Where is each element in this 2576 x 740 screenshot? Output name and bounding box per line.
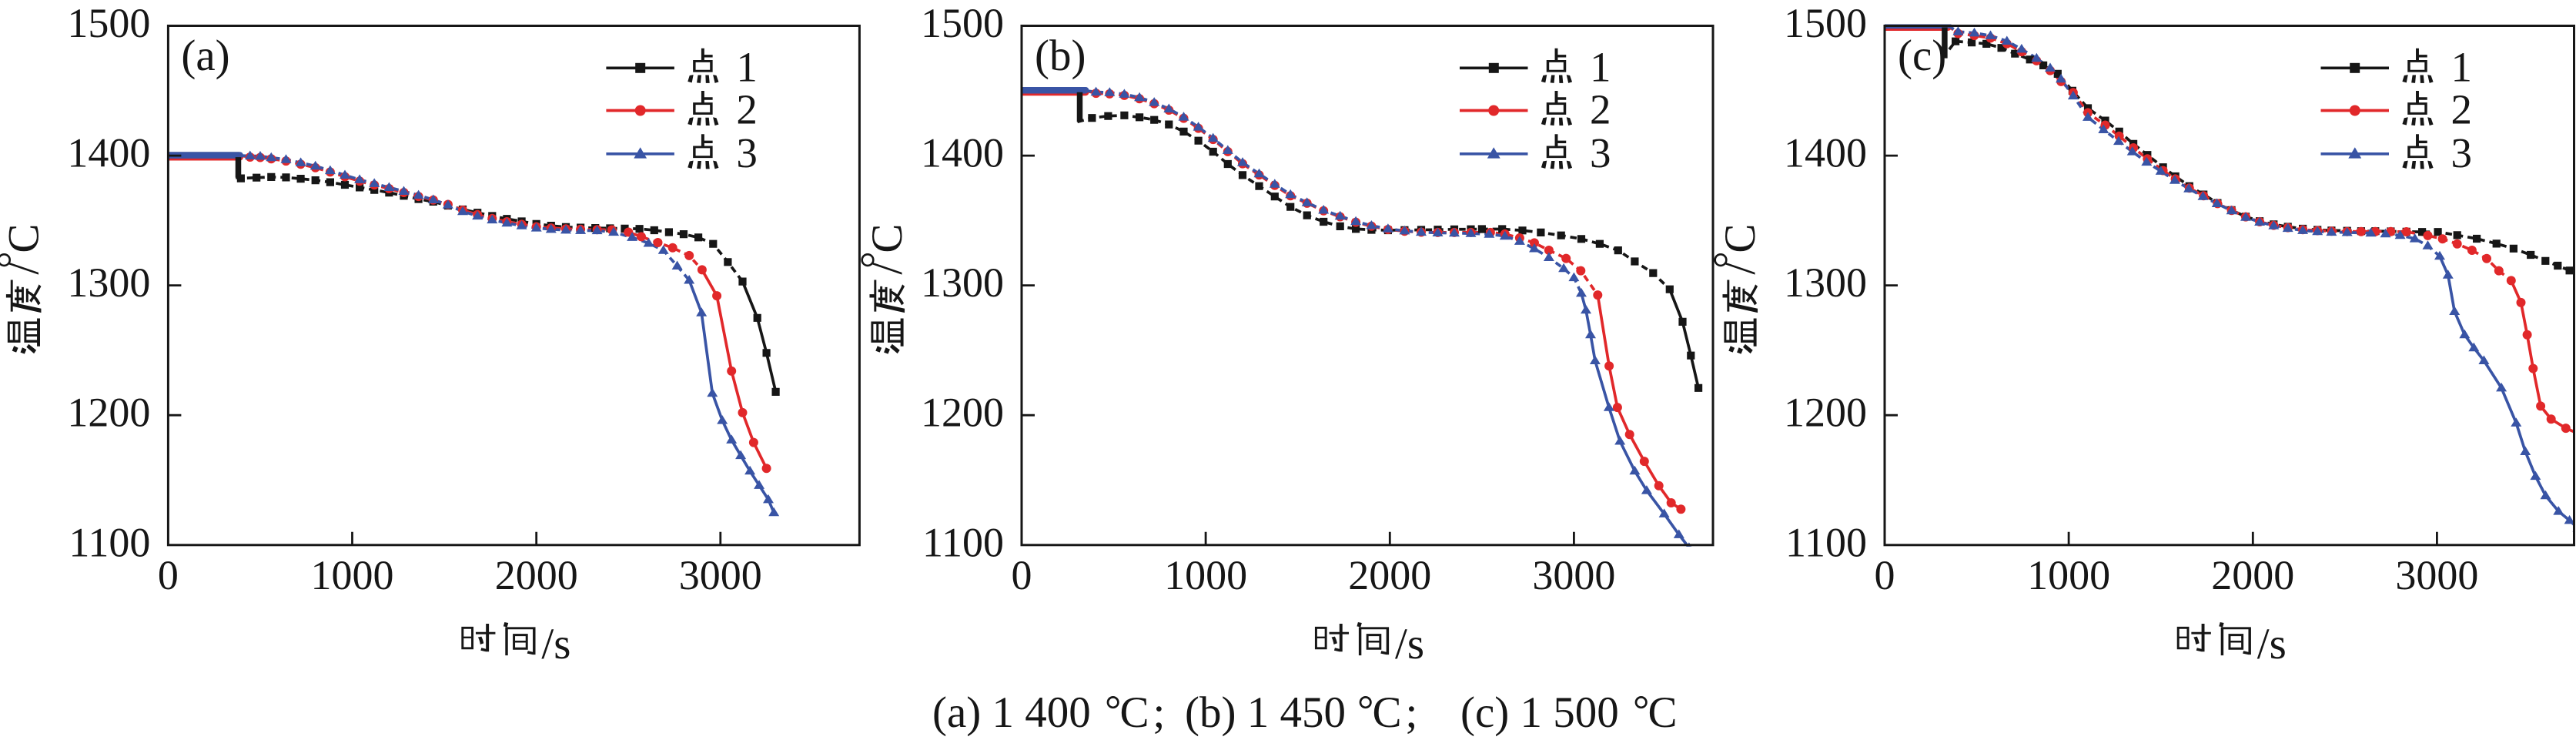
svg-text:2000: 2000 — [1348, 552, 1431, 598]
svg-text:C: C — [1648, 688, 1678, 737]
svg-text:/s: /s — [1395, 620, 1424, 668]
svg-text:1300: 1300 — [1784, 260, 1867, 306]
svg-text:C: C — [0, 224, 48, 253]
svg-text:0: 0 — [158, 552, 179, 598]
svg-text:1000: 1000 — [311, 552, 394, 598]
svg-text:1200: 1200 — [921, 390, 1004, 436]
svg-text:1300: 1300 — [67, 260, 150, 306]
svg-text:2000: 2000 — [2211, 552, 2294, 598]
svg-text:1200: 1200 — [67, 390, 150, 436]
svg-text:0: 0 — [1012, 552, 1032, 598]
svg-text:3: 3 — [1590, 129, 1611, 176]
svg-text:/: / — [0, 263, 48, 275]
svg-text:/: / — [863, 263, 912, 275]
svg-text:/s: /s — [2257, 620, 2287, 668]
svg-text:(c): (c) — [1898, 32, 1946, 80]
svg-text:3000: 3000 — [679, 552, 762, 598]
svg-text:(a) 1 400: (a) 1 400 — [932, 688, 1091, 737]
svg-text:;: ; — [1406, 688, 1418, 737]
svg-text:C: C — [1373, 688, 1402, 737]
svg-text:1500: 1500 — [67, 0, 150, 46]
svg-text:(b): (b) — [1035, 32, 1086, 80]
svg-text:C: C — [863, 224, 912, 253]
svg-text:1100: 1100 — [922, 519, 1004, 565]
svg-text:0: 0 — [1875, 552, 1895, 598]
svg-text:1200: 1200 — [1784, 390, 1867, 436]
svg-text:;: ; — [1153, 688, 1166, 737]
svg-text:1300: 1300 — [921, 260, 1004, 306]
svg-text:1100: 1100 — [69, 519, 150, 565]
svg-text:(c) 1 500: (c) 1 500 — [1460, 688, 1619, 737]
svg-text:3000: 3000 — [2395, 552, 2478, 598]
svg-text:1: 1 — [736, 43, 758, 90]
svg-text:(a): (a) — [181, 32, 229, 80]
svg-text:3: 3 — [2451, 129, 2473, 176]
svg-text:(b) 1 450: (b) 1 450 — [1185, 688, 1346, 737]
svg-text:1000: 1000 — [2027, 552, 2110, 598]
svg-text:/s: /s — [541, 620, 570, 668]
svg-text:2: 2 — [2451, 86, 2473, 133]
svg-text:1500: 1500 — [921, 0, 1004, 46]
svg-text:1400: 1400 — [67, 130, 150, 176]
svg-text:1400: 1400 — [921, 130, 1004, 176]
svg-text:2: 2 — [1590, 86, 1611, 133]
svg-text:1000: 1000 — [1164, 552, 1247, 598]
svg-text:2: 2 — [736, 86, 758, 133]
svg-text:1: 1 — [1590, 43, 1611, 90]
svg-text:/: / — [1716, 263, 1765, 275]
svg-text:C: C — [1120, 688, 1149, 737]
svg-text:1100: 1100 — [1785, 519, 1867, 565]
svg-text:2000: 2000 — [495, 552, 578, 598]
svg-text:3: 3 — [736, 129, 758, 176]
svg-text:1500: 1500 — [1784, 0, 1867, 46]
svg-text:1400: 1400 — [1784, 130, 1867, 176]
svg-text:3000: 3000 — [1532, 552, 1615, 598]
svg-text:C: C — [1716, 224, 1765, 253]
svg-text:1: 1 — [2451, 43, 2473, 90]
